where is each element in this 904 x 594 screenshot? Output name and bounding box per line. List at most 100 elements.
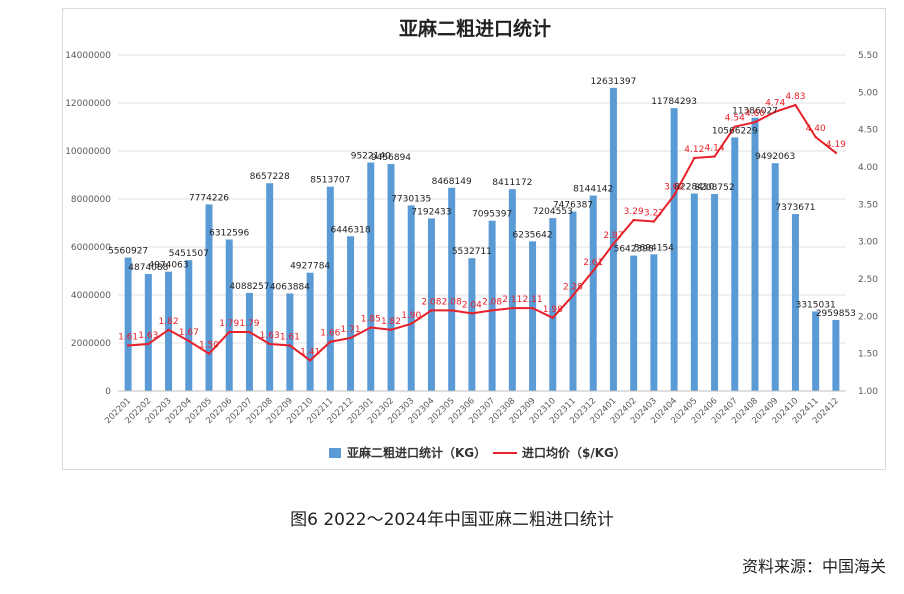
bar (205, 204, 213, 391)
line-data-label: 1.66 (320, 329, 340, 339)
line-point (329, 340, 332, 343)
line-point (672, 194, 676, 197)
line-point (733, 125, 736, 128)
line-data-label: 1.41 (300, 347, 320, 357)
line-data-label: 1.82 (159, 317, 179, 327)
bar-data-label: 4088257 (229, 282, 269, 292)
right-tick-label: 3.00 (858, 238, 878, 248)
line-point (349, 336, 352, 340)
bar-data-label: 8228410 (674, 183, 714, 193)
line-data-label: 4.40 (806, 124, 826, 134)
bar (306, 272, 314, 391)
bar (387, 164, 395, 391)
line-data-label: 1.50 (199, 341, 219, 351)
bar-data-label: 12631397 (591, 77, 637, 87)
line-data-label: 1.82 (381, 317, 401, 327)
bar-data-label: 4063884 (270, 282, 310, 292)
bar-data-label: 8513707 (310, 176, 350, 186)
line-point (228, 330, 231, 334)
left-tick-label: 14000000 (65, 51, 111, 61)
bar (508, 189, 516, 391)
bar (650, 254, 658, 391)
line-data-label: 1.85 (361, 315, 381, 325)
legend-line-label: 进口均价（$/KG） (522, 445, 626, 460)
line-data-label: 2.08 (442, 297, 462, 307)
bar (326, 186, 334, 391)
bar (286, 293, 294, 391)
right-tick-label: 2.00 (858, 312, 878, 322)
bar-data-label: 7192433 (411, 207, 451, 217)
bar (609, 87, 617, 392)
line-data-label: 1.79 (219, 319, 239, 329)
bar-data-label: 4927784 (290, 262, 330, 272)
line-data-label: 4.14 (705, 144, 725, 154)
line-point (126, 344, 130, 347)
line-data-label: 1.61 (280, 332, 300, 342)
bar-data-label: 8468149 (432, 177, 472, 187)
line-point (207, 352, 211, 355)
bar (569, 211, 577, 391)
bar-data-label: 2959853 (816, 309, 856, 319)
line-data-label: 2.28 (563, 282, 583, 292)
line-data-label: 1.90 (401, 311, 421, 321)
bar (791, 214, 799, 391)
line-data-label: 4.60 (745, 109, 765, 119)
line-data-label: 1.71 (341, 325, 361, 335)
line-point (814, 135, 817, 139)
bar-data-label: 8411172 (492, 178, 532, 188)
bar-data-label: 7730135 (391, 194, 431, 204)
bar (225, 239, 233, 391)
bar-data-label: 11386027 (732, 107, 778, 117)
bar-data-label: 9456894 (371, 153, 411, 163)
bar-data-label: 8144142 (573, 185, 613, 195)
line-point (167, 328, 170, 331)
bar-data-label: 5642398 (614, 245, 654, 255)
line-data-label: 2.08 (482, 297, 502, 307)
line-data-label: 4.19 (826, 140, 846, 150)
line-data-label: 1.63 (260, 331, 280, 341)
bar-data-label: 7204553 (533, 207, 573, 217)
left-tick-label: 12000000 (65, 99, 111, 109)
line-data-label: 1.67 (179, 328, 199, 338)
bar (488, 220, 496, 391)
line-point (834, 151, 838, 155)
right-tick-label: 5.50 (858, 51, 878, 61)
line-point (470, 312, 474, 315)
line-point (450, 309, 453, 312)
line-layer (126, 103, 838, 362)
bar-data-label: 7476387 (553, 201, 593, 211)
bar (711, 193, 719, 391)
line-data-label: 2.04 (462, 300, 482, 310)
chart-svg: 亚麻二粗进口统计 0 2000000 4000000 6000000 8000000 10… (65, 17, 878, 460)
legend-bar-label: 亚麻二粗进口统计（KG） (347, 445, 486, 460)
bar (731, 137, 739, 391)
line-data-label: 4.12 (684, 145, 704, 155)
line-data-label: 2.61 (583, 258, 603, 268)
bar-data-label: 6312596 (209, 228, 249, 238)
right-tick-label: 4.50 (858, 126, 878, 136)
bar (266, 183, 274, 391)
line-data-label: 3.27 (644, 209, 664, 219)
line-point (693, 156, 696, 160)
line-point (369, 326, 372, 329)
right-tick-label: 1.50 (858, 350, 878, 360)
right-tick-label: 2.50 (858, 275, 878, 285)
bar-data-label: 9522140 (351, 151, 391, 161)
bar-data-label: 4874088 (128, 263, 168, 273)
line-point (389, 328, 393, 331)
line-point (410, 322, 413, 325)
line-point (652, 220, 656, 223)
bar (832, 319, 840, 391)
chart-legend: 亚麻二粗进口统计（KG） 进口均价（$/KG） (329, 445, 626, 460)
bar-data-label: 3315031 (796, 300, 836, 310)
bar-data-label: 11784293 (651, 97, 697, 107)
figure-caption: 图6 2022～2024年中国亚麻二粗进口统计 (290, 510, 614, 530)
line-data-label: 4.74 (765, 99, 785, 109)
left-tick-label: 10000000 (65, 147, 111, 157)
line-point (248, 330, 251, 334)
line-point (531, 306, 534, 310)
bars-layer (124, 87, 840, 392)
line-data-label: 3.29 (624, 207, 644, 217)
bar (589, 195, 597, 391)
line-point (187, 339, 190, 343)
